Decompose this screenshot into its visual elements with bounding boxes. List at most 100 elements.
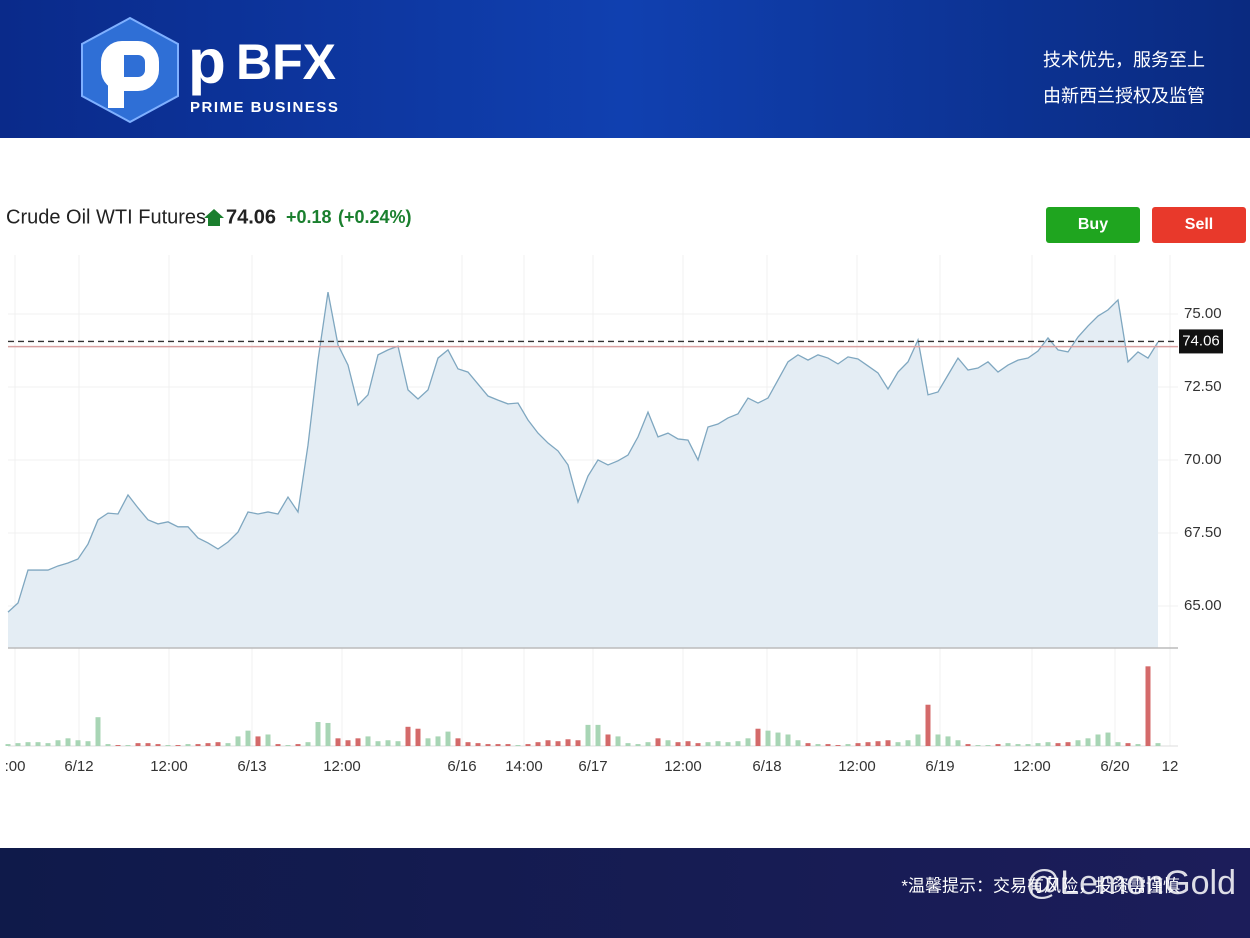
volume-bar	[755, 728, 761, 746]
volume-bar	[895, 742, 901, 746]
y-tick-label: 65.00	[1184, 597, 1222, 614]
x-tick-label: 6/13	[237, 758, 266, 775]
buy-label[interactable]: Buy	[1078, 216, 1108, 233]
volume-bar	[205, 743, 211, 746]
volume-bar	[545, 740, 551, 746]
volume-bar	[435, 736, 441, 746]
volume-bar	[785, 734, 791, 746]
x-tick-label: 6/16	[447, 758, 476, 775]
volume-bar	[335, 738, 341, 746]
volume-bar	[455, 738, 461, 746]
volume-bar	[305, 742, 311, 746]
volume-bar	[985, 745, 991, 746]
x-tick-label: :00	[5, 758, 26, 775]
area	[8, 292, 1158, 648]
watermark: @LemonGold	[1026, 864, 1236, 902]
volume-bar	[585, 724, 591, 746]
volume-bar	[1065, 742, 1071, 746]
volume-bar	[945, 736, 951, 746]
x-tick-label: 6/12	[64, 758, 93, 775]
sell-label[interactable]: Sell	[1185, 216, 1213, 233]
buy-button[interactable]: Buy	[1046, 207, 1140, 243]
price-tag	[1179, 329, 1223, 354]
volume-bar	[295, 744, 301, 746]
volume-bar	[255, 736, 261, 746]
volume-bar	[115, 745, 121, 746]
volume-bar	[565, 739, 571, 746]
volume-bar	[235, 736, 241, 746]
volume-bar	[905, 740, 911, 746]
volume-bar	[665, 740, 671, 746]
chart-title: Crude Oil WTI Futures	[6, 206, 206, 228]
x-tick-label: 6/17	[578, 758, 607, 775]
volume-bar	[135, 743, 141, 746]
header-band	[0, 0, 1250, 138]
volume-bar	[1025, 744, 1031, 746]
volume-bar	[685, 741, 691, 746]
volume-bar	[875, 741, 881, 746]
x-tick-label: 6/20	[1100, 758, 1129, 775]
volume-bar	[745, 738, 751, 746]
volume-bar	[425, 738, 431, 746]
y-tick-label: 75.00	[1184, 305, 1222, 322]
volume-bar	[315, 722, 321, 746]
price: 74.06	[226, 206, 276, 228]
volume-bar	[1045, 742, 1051, 746]
volume-bar	[505, 744, 511, 746]
plot: :00 6/12 12:00 6/13 12:00 6/16 14:00 6/17 12:00 6…	[5, 255, 1223, 775]
y-tick-label: 70.00	[1184, 451, 1222, 468]
change-pct: (+0.24%)	[338, 207, 412, 227]
volume-bar	[885, 740, 891, 746]
volume-bar	[1105, 732, 1111, 746]
volume-bar	[345, 740, 351, 746]
y-tick-label: 67.50	[1184, 524, 1222, 541]
volume-bar	[35, 742, 41, 746]
volume-bar	[475, 743, 481, 746]
volume-bar	[1055, 743, 1061, 746]
volume-bar	[535, 742, 541, 746]
volume-bar	[325, 722, 331, 746]
x-tick-label: 12:00	[838, 758, 876, 775]
volume-bar	[855, 743, 861, 746]
volume-bar	[845, 744, 851, 746]
volume-bar	[75, 740, 81, 746]
volume-bar	[95, 717, 101, 746]
logo: p	[81, 16, 226, 124]
volume-bar	[765, 730, 771, 746]
volume-bar	[695, 743, 701, 746]
sell-button[interactable]: Sell	[1152, 207, 1246, 243]
x-tick-label: 12	[1162, 758, 1179, 775]
svg-text:p: p	[188, 27, 226, 96]
volume-bar	[275, 744, 281, 746]
volume-bar	[515, 745, 521, 746]
x-tick-label: 14:00	[505, 758, 543, 775]
volume-bar	[575, 740, 581, 746]
volume-bar	[1135, 744, 1141, 746]
volume-bar	[385, 740, 391, 746]
slogan: 由新西兰授权及监管	[1043, 86, 1205, 106]
volume-bar	[125, 745, 131, 746]
volume-bar	[185, 744, 191, 746]
volume-bar	[715, 741, 721, 746]
volume-bar	[55, 740, 61, 746]
volume-bar	[1075, 740, 1081, 746]
volume-bar	[105, 744, 111, 746]
price-line	[7, 291, 1159, 613]
volume-bar	[165, 745, 171, 746]
volume-bar	[625, 743, 631, 746]
volume-bar	[245, 730, 251, 746]
brand-sub: PRIME BUSINESS	[190, 99, 339, 116]
volume-bar	[45, 743, 51, 746]
volume-bar	[1005, 743, 1011, 746]
volume-bar	[835, 745, 841, 746]
volume-bar	[365, 736, 371, 746]
volume-bar	[705, 742, 711, 746]
volume-bar	[815, 744, 821, 746]
volume-bar	[1085, 738, 1091, 746]
volume-bar	[1145, 666, 1151, 746]
volume-bar	[555, 741, 561, 746]
x-tick-label: 12:00	[1013, 758, 1051, 775]
volume-bar	[1125, 743, 1131, 746]
